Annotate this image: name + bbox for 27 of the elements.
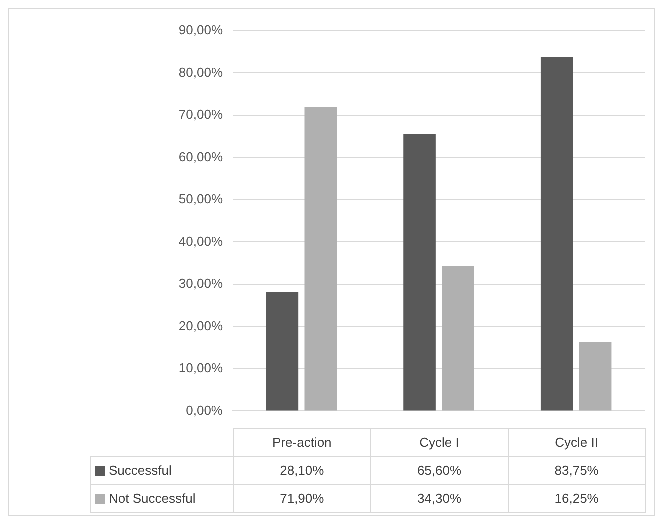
y-tick-label: 40,00% <box>178 234 224 249</box>
legend-label: Successful <box>109 463 172 478</box>
data-label: 16,25% <box>508 484 646 512</box>
x-tick-label: Cycle I <box>370 428 508 456</box>
y-tick-label: 60,00% <box>178 149 224 164</box>
data-label: 71,90% <box>234 484 371 512</box>
y-tick-label: 0,00% <box>186 402 224 418</box>
y-tick-label: 80,00% <box>178 64 224 80</box>
y-tick-label: 50,00% <box>178 192 224 207</box>
y-tick-label: 70,00% <box>178 107 224 122</box>
bar <box>304 107 338 411</box>
bar <box>442 266 474 411</box>
data-label: 28,10% <box>234 456 371 484</box>
y-tick-label: 10,00% <box>178 360 224 376</box>
y-tick-label: 30,00% <box>178 276 224 292</box>
data-label: 83,75% <box>508 456 646 484</box>
data-label: 34,30% <box>370 484 508 512</box>
bar <box>579 342 612 411</box>
x-tick-label: Pre-action <box>234 428 371 456</box>
y-tick-label: 90,00% <box>178 22 224 38</box>
x-tick-label: Cycle II <box>508 428 646 456</box>
bar <box>404 134 436 411</box>
data-label: 65,60% <box>370 456 508 484</box>
bar <box>266 292 299 411</box>
y-tick-label: 20,00% <box>178 318 224 334</box>
legend-label: Not Successful <box>109 491 196 506</box>
bar <box>540 57 574 411</box>
